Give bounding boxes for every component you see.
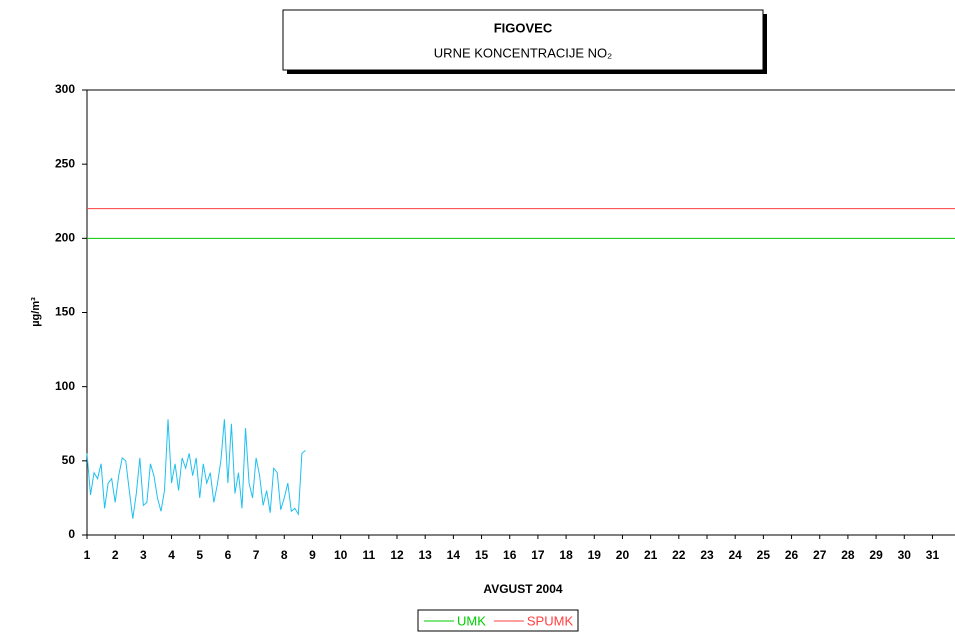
x-tick-label: 4 xyxy=(168,548,175,562)
y-tick-label: 250 xyxy=(55,156,75,170)
x-tick-label: 26 xyxy=(785,548,799,562)
x-tick-label: 14 xyxy=(447,548,461,562)
x-tick-label: 12 xyxy=(390,548,404,562)
y-tick-label: 50 xyxy=(62,453,76,467)
x-tick-label: 30 xyxy=(898,548,912,562)
x-tick-label: 22 xyxy=(672,548,686,562)
x-tick-label: 2 xyxy=(112,548,119,562)
x-tick-label: 17 xyxy=(531,548,545,562)
y-tick-label: 0 xyxy=(68,527,75,541)
legend-label: SPUMK xyxy=(527,613,574,628)
x-tick-label: 21 xyxy=(644,548,658,562)
x-tick-label: 25 xyxy=(757,548,771,562)
x-tick-label: 29 xyxy=(869,548,883,562)
x-tick-label: 23 xyxy=(700,548,714,562)
x-tick-label: 28 xyxy=(841,548,855,562)
x-tick-label: 5 xyxy=(196,548,203,562)
chart-subtitle: URNE KONCENTRACIJE NO₂ xyxy=(434,45,612,60)
x-tick-label: 8 xyxy=(281,548,288,562)
x-tick-label: 18 xyxy=(559,548,573,562)
x-axis-label: AVGUST 2004 xyxy=(483,582,562,596)
x-tick-label: 31 xyxy=(926,548,940,562)
x-tick-label: 7 xyxy=(253,548,260,562)
y-tick-label: 200 xyxy=(55,231,75,245)
x-tick-label: 27 xyxy=(813,548,827,562)
x-tick-label: 3 xyxy=(140,548,147,562)
legend-label: UMK xyxy=(457,613,486,628)
x-tick-label: 19 xyxy=(588,548,602,562)
title-box xyxy=(282,9,764,71)
x-tick-label: 16 xyxy=(503,548,517,562)
y-tick-label: 100 xyxy=(55,379,75,393)
x-tick-label: 9 xyxy=(309,548,316,562)
data-line xyxy=(86,419,306,519)
x-tick-label: 10 xyxy=(334,548,348,562)
x-tick-label: 13 xyxy=(419,548,433,562)
y-axis-label: µg/m³ xyxy=(30,297,42,327)
x-tick-label: 11 xyxy=(362,548,375,562)
y-tick-label: 150 xyxy=(55,305,75,319)
x-tick-label: 15 xyxy=(475,548,489,562)
chart-title: FIGOVEC xyxy=(494,20,553,35)
x-tick-label: 20 xyxy=(616,548,630,562)
x-tick-label: 6 xyxy=(225,548,232,562)
x-tick-label: 24 xyxy=(729,548,743,562)
x-tick-label: 1 xyxy=(84,548,91,562)
y-tick-label: 300 xyxy=(55,82,75,96)
